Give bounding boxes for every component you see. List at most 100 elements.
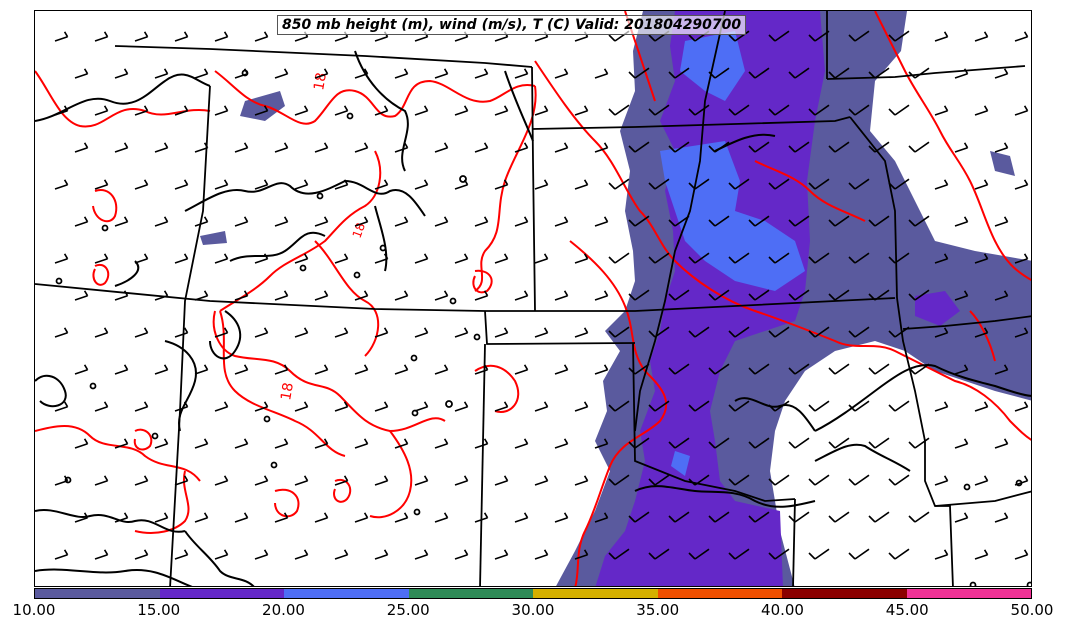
wind-barb	[174, 475, 189, 486]
wind-barb	[454, 475, 469, 486]
wind-barb	[608, 400, 630, 412]
wind-barb	[554, 364, 569, 375]
wind-barb	[628, 215, 650, 227]
wind-barb	[868, 437, 890, 449]
wind-barb	[194, 142, 209, 153]
wind-barb	[334, 327, 349, 338]
wind-barb	[668, 511, 690, 523]
wind-barb	[748, 363, 770, 375]
wind-barb	[848, 30, 870, 42]
colorbar-segment	[408, 589, 533, 598]
wind-barb	[374, 105, 389, 116]
wind-barb	[274, 142, 289, 153]
colorbar-tick-label: 15.00	[137, 601, 181, 619]
wind-barb	[54, 253, 69, 264]
wind-barb	[628, 437, 650, 449]
colorbar-segment	[533, 589, 658, 598]
wind-barb	[848, 548, 870, 560]
wind-barb	[254, 401, 269, 412]
wind-barb	[474, 216, 489, 227]
wind-barb	[688, 326, 710, 338]
wind-barb	[728, 474, 750, 486]
wind-barb	[808, 400, 830, 412]
wind-barb	[648, 326, 670, 338]
wind-barb	[374, 475, 389, 486]
wind-barb	[194, 216, 209, 227]
wind-barb	[648, 400, 670, 412]
wind-barb	[534, 253, 549, 264]
wind-barb	[934, 179, 949, 190]
wind-barb	[828, 67, 850, 79]
wind-barb	[154, 290, 169, 301]
colorbar-tick-label: 45.00	[885, 601, 929, 619]
wind-barb	[294, 475, 309, 486]
colorbar-tick-label: 10.00	[12, 601, 56, 619]
wind-barb	[994, 142, 1009, 153]
wind-barb	[294, 401, 309, 412]
wind-barb	[494, 475, 509, 486]
wind-barb	[848, 400, 870, 412]
state-borders	[35, 11, 1031, 586]
wind-barb	[848, 252, 870, 264]
wind-barb	[768, 178, 790, 190]
wind-barb	[888, 326, 910, 338]
wind-barb	[648, 474, 670, 486]
wind-barb	[134, 179, 149, 190]
wind-barb	[554, 142, 569, 153]
wind-barb	[788, 141, 810, 153]
wind-barb	[494, 327, 509, 338]
wind-barb	[54, 31, 69, 42]
wind-barb	[728, 30, 750, 42]
wind-barb	[688, 474, 710, 486]
wind-barb	[808, 474, 830, 486]
wind-barb	[574, 401, 589, 412]
wind-barb	[494, 549, 509, 560]
wind-barb	[194, 68, 209, 79]
wind-barb	[594, 142, 609, 153]
wind-barb	[1014, 549, 1029, 560]
wind-barb	[394, 512, 409, 523]
wind-barb	[254, 105, 269, 116]
wind-barb	[708, 141, 730, 153]
wind-barb	[514, 68, 529, 79]
wind-barb	[494, 179, 509, 190]
wind-barb	[374, 253, 389, 264]
wind-barb	[728, 326, 750, 338]
wind-barb	[974, 549, 989, 560]
wind-barb	[334, 549, 349, 560]
wind-barb	[688, 400, 710, 412]
colorbar-segment	[906, 589, 1031, 598]
wind-barb	[708, 437, 730, 449]
wind-barb	[594, 216, 609, 227]
wind-barb	[808, 548, 830, 560]
wind-barb	[514, 438, 529, 449]
wind-barb	[434, 438, 449, 449]
map-canvas: 18 18 18	[35, 11, 1031, 586]
wind-barb	[554, 216, 569, 227]
wind-barb	[434, 364, 449, 375]
wind-barb	[134, 475, 149, 486]
wind-barb	[334, 105, 349, 116]
wind-barb	[728, 400, 750, 412]
wind-barb	[314, 438, 329, 449]
wind-barb	[554, 290, 569, 301]
wind-barb	[154, 438, 169, 449]
wind-barb	[868, 141, 890, 153]
wind-barb	[354, 512, 369, 523]
colorbar-labels: 10.00 15.00 20.00 25.00 30.00 35.00 40.0…	[13, 601, 1054, 621]
wind-barb	[194, 438, 209, 449]
wind-barb	[154, 216, 169, 227]
wind-barb	[74, 290, 89, 301]
wind-barb	[394, 438, 409, 449]
wind-barb	[708, 511, 730, 523]
wind-barb	[1014, 327, 1029, 338]
wind-barb	[234, 512, 249, 523]
wind-barb	[888, 178, 910, 190]
wind-barb	[174, 31, 189, 42]
contour-label: 18	[350, 221, 368, 240]
contour-label: 18	[278, 381, 297, 401]
wind-barb	[94, 179, 109, 190]
wind-barb	[134, 31, 149, 42]
wind-barb	[374, 401, 389, 412]
wind-barb	[414, 475, 429, 486]
